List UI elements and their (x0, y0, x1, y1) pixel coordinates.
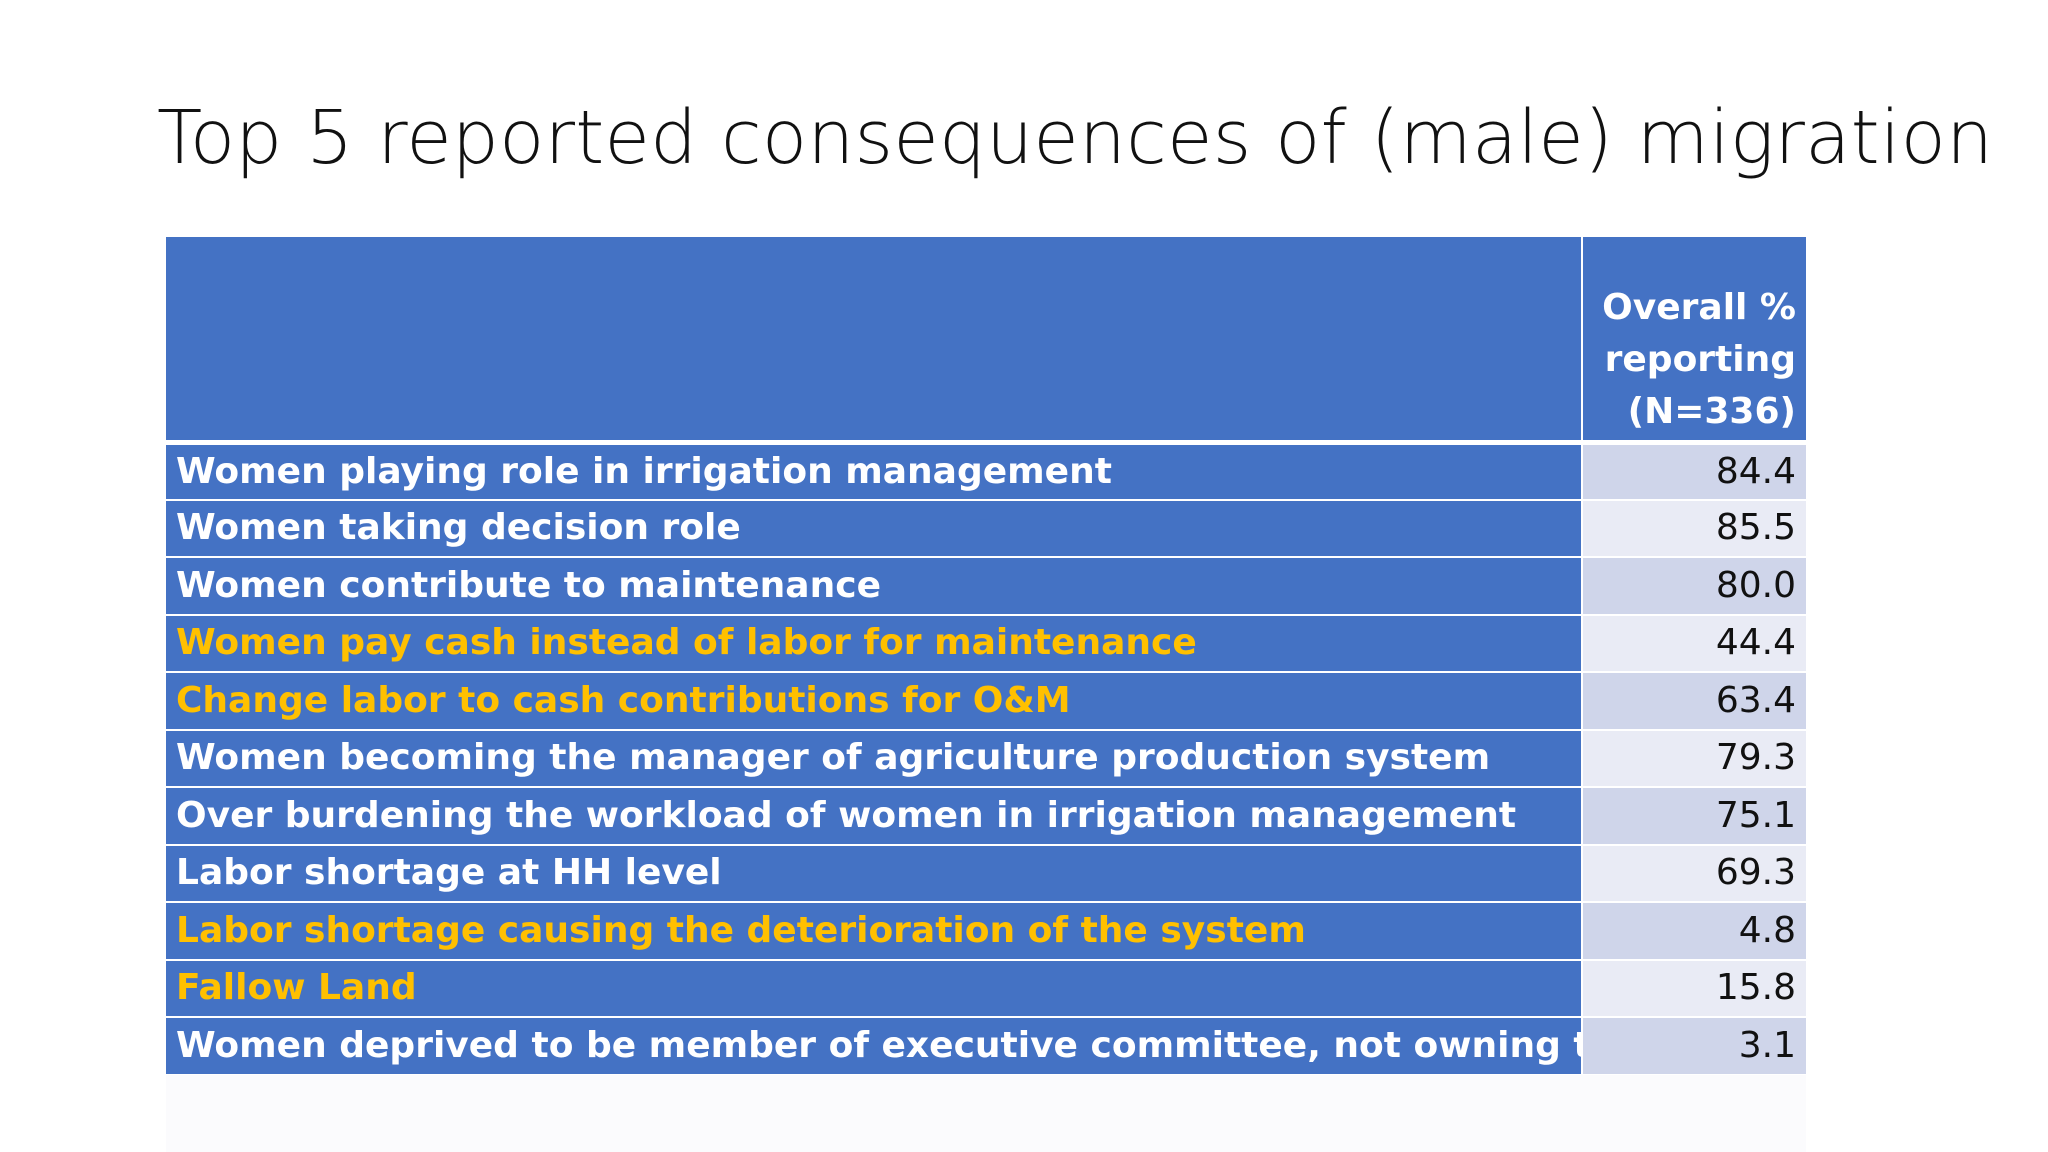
consequence-label: Women playing role in irrigation managem… (166, 442, 1583, 501)
percent-value: 75.1 (1582, 787, 1806, 846)
slide-footer-shade (166, 1075, 1806, 1152)
table-row: Over burdening the workload of women in … (166, 787, 1806, 846)
percent-value: 4.8 (1582, 902, 1806, 961)
slide-title: Top 5 reported consequences of (male) mi… (157, 95, 1994, 181)
consequences-table-container: Overall % reporting (N=336) Women playin… (166, 237, 1806, 1076)
percent-value: 69.3 (1582, 844, 1806, 903)
consequence-label: Women pay cash instead of labor for main… (166, 614, 1583, 673)
header-value-cell: Overall % reporting (N=336) (1582, 237, 1806, 445)
table-row: Women deprived to be member of executive… (166, 1017, 1806, 1076)
table-row: Women taking decision role 85.5 (166, 499, 1806, 558)
consequence-label: Women deprived to be member of executive… (166, 1017, 1583, 1076)
percent-value: 63.4 (1582, 672, 1806, 731)
consequence-label: Over burdening the workload of women in … (166, 787, 1583, 846)
percent-value: 84.4 (1582, 442, 1806, 501)
consequence-label: Women taking decision role (166, 499, 1583, 558)
table-header-row: Overall % reporting (N=336) (166, 237, 1806, 445)
table-row: Women becoming the manager of agricultur… (166, 729, 1806, 788)
consequence-label: Fallow Land (166, 959, 1583, 1018)
consequence-label: Women contribute to maintenance (166, 557, 1583, 616)
table-row: Women pay cash instead of labor for main… (166, 614, 1806, 673)
consequence-label: Labor shortage at HH level (166, 844, 1583, 903)
percent-value: 15.8 (1582, 959, 1806, 1018)
consequence-label: Change labor to cash contributions for O… (166, 672, 1583, 731)
percent-value: 85.5 (1582, 499, 1806, 558)
table-row: Fallow Land 15.8 (166, 959, 1806, 1018)
percent-value: 80.0 (1582, 557, 1806, 616)
percent-value: 44.4 (1582, 614, 1806, 673)
table-row: Women playing role in irrigation managem… (166, 442, 1806, 501)
table-body: Women playing role in irrigation managem… (166, 442, 1806, 1076)
table-row: Labor shortage causing the deterioration… (166, 902, 1806, 961)
header-label-cell (166, 237, 1583, 445)
consequences-table: Overall % reporting (N=336) Women playin… (166, 237, 1806, 1076)
table-row: Labor shortage at HH level 69.3 (166, 844, 1806, 903)
table-row: Women contribute to maintenance 80.0 (166, 557, 1806, 616)
percent-value: 79.3 (1582, 729, 1806, 788)
percent-value: 3.1 (1582, 1017, 1806, 1076)
consequence-label: Women becoming the manager of agricultur… (166, 729, 1583, 788)
table-row: Change labor to cash contributions for O… (166, 672, 1806, 731)
consequence-label: Labor shortage causing the deterioration… (166, 902, 1583, 961)
